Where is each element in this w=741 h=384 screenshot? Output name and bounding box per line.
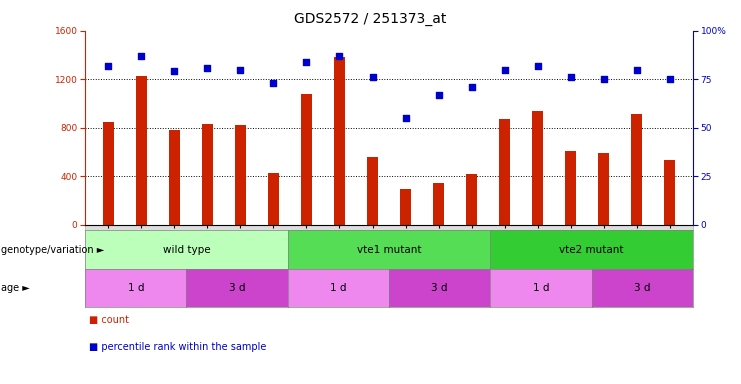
Point [598, 76, 610, 82]
Point [301, 59, 313, 65]
Text: vte1 mutant: vte1 mutant [356, 245, 422, 255]
Text: wild type: wild type [163, 245, 210, 255]
Bar [333, 57, 345, 225]
Text: age ►: age ► [1, 283, 30, 293]
Text: ■ count: ■ count [89, 315, 129, 325]
Point [499, 66, 511, 73]
Bar [631, 114, 642, 225]
Text: 1 d: 1 d [330, 283, 347, 293]
Bar [169, 130, 180, 225]
Bar [664, 161, 676, 225]
Bar [532, 111, 543, 225]
Bar [565, 151, 576, 225]
Bar [202, 124, 213, 225]
Point [102, 63, 114, 69]
Point [532, 63, 544, 69]
Text: 3 d: 3 d [431, 283, 448, 293]
Point [136, 53, 147, 59]
Point [631, 66, 642, 73]
Bar [367, 157, 379, 225]
Text: 1 d: 1 d [127, 283, 144, 293]
Bar [466, 174, 477, 225]
Text: 3 d: 3 d [634, 283, 651, 293]
Point [664, 76, 676, 82]
Bar [433, 184, 445, 225]
Point [333, 53, 345, 59]
Bar [399, 189, 411, 225]
Bar [235, 125, 246, 225]
Text: 3 d: 3 d [229, 283, 245, 293]
Point [399, 115, 411, 121]
Bar [598, 153, 609, 225]
Bar [301, 94, 312, 225]
Bar [102, 122, 114, 225]
Text: vte2 mutant: vte2 mutant [559, 245, 624, 255]
Point [202, 65, 213, 71]
Text: genotype/variation ►: genotype/variation ► [1, 245, 104, 255]
Text: 1 d: 1 d [533, 283, 549, 293]
Bar [136, 76, 147, 225]
Point [367, 74, 379, 80]
Point [433, 92, 445, 98]
Point [168, 68, 180, 74]
Bar [499, 119, 511, 225]
Text: GDS2572 / 251373_at: GDS2572 / 251373_at [294, 12, 447, 25]
Point [234, 66, 246, 73]
Point [565, 74, 576, 80]
Text: ■ percentile rank within the sample: ■ percentile rank within the sample [89, 342, 266, 352]
Point [268, 80, 279, 86]
Point [465, 84, 477, 90]
Bar [268, 172, 279, 225]
